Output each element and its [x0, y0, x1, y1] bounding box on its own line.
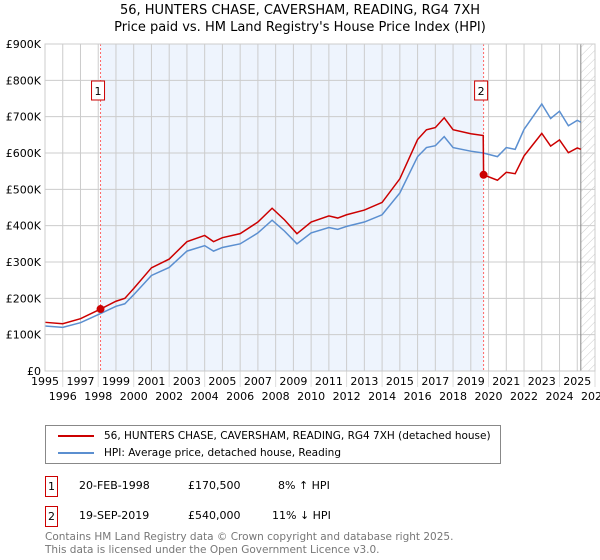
x-tick-label: 1996 — [49, 390, 77, 403]
y-tick-label: £900K — [6, 38, 42, 51]
y-tick-label: £500K — [6, 183, 42, 196]
x-tick-label: 2025 — [563, 375, 591, 388]
y-tick-label: £400K — [6, 220, 42, 233]
sale-point — [96, 305, 105, 314]
transaction-number: 1 — [45, 476, 58, 497]
x-tick-label: 2000 — [120, 390, 148, 403]
chart-title: 56, HUNTERS CHASE, CAVERSHAM, READING, R… — [0, 2, 600, 36]
plot-frame — [44, 43, 596, 372]
transaction-row: 2 19-SEP-2019 £540,000 11% ↓ HPI — [45, 506, 445, 527]
x-tick-label: 2012 — [333, 390, 361, 403]
x-tick-label: 2013 — [350, 375, 378, 388]
transaction-date: 20-FEB-1998 — [79, 479, 150, 492]
transaction-price: £170,500 — [188, 479, 241, 492]
x-tick-label: 2018 — [439, 390, 467, 403]
y-tick-label: £800K — [6, 74, 42, 87]
y-tick-label: £300K — [6, 256, 42, 269]
title-line: 56, HUNTERS CHASE, CAVERSHAM, READING, R… — [119, 3, 481, 18]
legend-label: HPI: Average price, detached house, Read… — [104, 447, 341, 459]
x-tick-label: 2015 — [386, 375, 414, 388]
x-tick-label: 2003 — [173, 375, 201, 388]
x-tick-label: 2014 — [368, 390, 396, 403]
series-line — [44, 102, 582, 329]
y-tick-label: £0 — [27, 365, 41, 378]
y-tick-label: £700K — [6, 111, 42, 124]
x-tick-label: 2008 — [262, 390, 290, 403]
x-tick-label: 2021 — [492, 375, 520, 388]
x-tick-label: 2011 — [315, 375, 343, 388]
x-tick-label: 2019 — [457, 375, 485, 388]
x-tick-label: 1998 — [84, 390, 112, 403]
legend-swatch-blue — [58, 452, 94, 454]
x-tick-label: 2001 — [137, 375, 165, 388]
x-tick-label: 2005 — [208, 375, 236, 388]
x-tick-label: 1997 — [66, 375, 94, 388]
y-tick-label: £200K — [6, 292, 42, 305]
x-tick-label: 2006 — [226, 390, 254, 403]
sale-label-box — [91, 80, 106, 101]
y-tick-label: £600K — [6, 147, 42, 160]
x-tick-label: 2020 — [475, 390, 503, 403]
legend-label: 56, HUNTERS CHASE, CAVERSHAM, READING, R… — [104, 430, 491, 442]
legend-swatch-red — [58, 435, 94, 437]
transaction-number: 2 — [45, 506, 58, 527]
x-tick-label: 2002 — [155, 390, 183, 403]
transaction-hpi: 8% ↑ HPI — [278, 479, 330, 492]
footer: Contains HM Land Registry data © Crown c… — [45, 531, 453, 557]
y-tick-label: £100K — [6, 329, 42, 342]
x-tick-label: 2022 — [510, 390, 538, 403]
x-tick-label: 2016 — [404, 390, 432, 403]
x-tick-label: 2010 — [297, 390, 325, 403]
legend-item-property: 56, HUNTERS CHASE, CAVERSHAM, READING, R… — [58, 430, 491, 442]
series-line — [44, 116, 582, 325]
transaction-row: 1 20-FEB-1998 £170,500 8% ↑ HPI — [45, 476, 445, 497]
forecast-hatch — [580, 44, 595, 371]
x-tick-label: 1995 — [31, 375, 59, 388]
footer-line: This data is licensed under the Open Gov… — [45, 544, 380, 556]
x-tick-label: 2024 — [546, 390, 574, 403]
x-tick-label: 2007 — [244, 375, 272, 388]
x-tick-label: 2004 — [191, 390, 219, 403]
x-tick-label: 2009 — [279, 375, 307, 388]
transaction-hpi: 11% ↓ HPI — [272, 509, 331, 522]
footer-line: Contains HM Land Registry data © Crown c… — [45, 531, 454, 543]
x-tick-label: 2023 — [528, 375, 556, 388]
x-tick-label: 2026 — [581, 390, 600, 403]
legend: 56, HUNTERS CHASE, CAVERSHAM, READING, R… — [45, 425, 501, 464]
legend-item-hpi: HPI: Average price, detached house, Read… — [58, 447, 341, 459]
transaction-price: £540,000 — [188, 509, 241, 522]
transaction-date: 19-SEP-2019 — [79, 509, 150, 522]
x-tick-label: 1999 — [102, 375, 130, 388]
sale-point — [479, 170, 488, 179]
price-chart: 1995 1996 1997 1998 1999 2000 2001 2002 2003 2004… — [6, 38, 600, 403]
sale-label: 2 — [478, 85, 485, 98]
shaded-ownership-band — [100, 44, 484, 371]
subtitle-line: Price paid vs. HM Land Registry's House … — [114, 20, 486, 35]
x-tick-label: 2017 — [421, 375, 449, 388]
sale-label: 1 — [95, 85, 102, 98]
sale-label-box — [474, 80, 489, 101]
